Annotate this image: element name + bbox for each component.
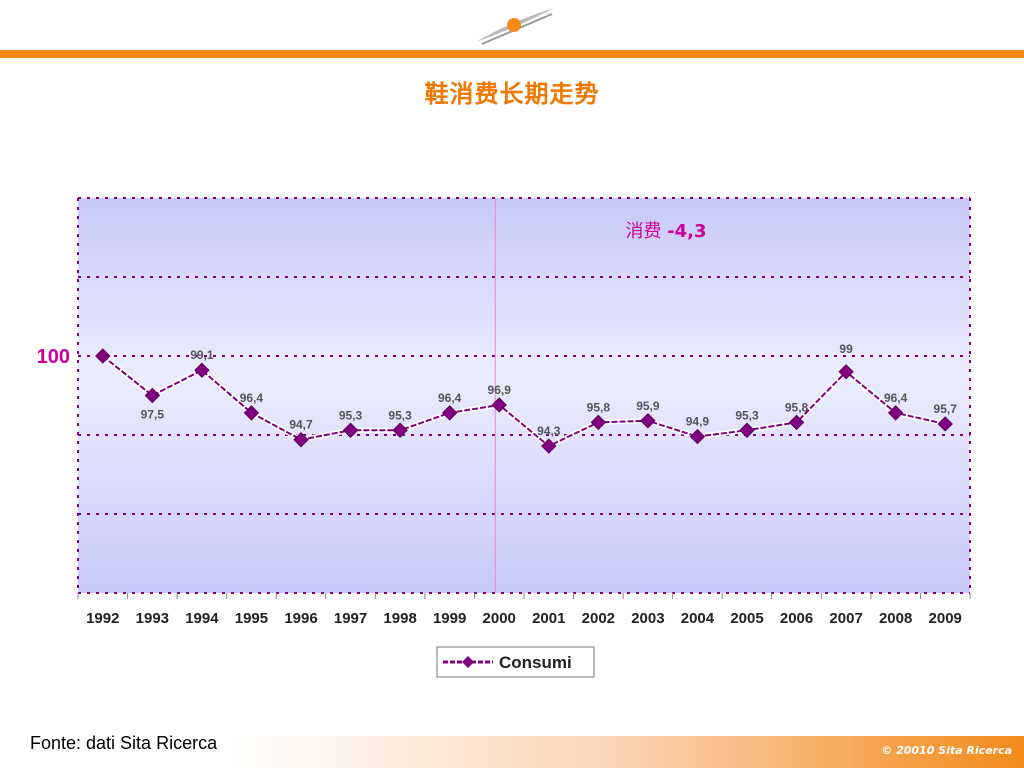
data-point-marker xyxy=(95,348,111,364)
data-point-marker xyxy=(293,432,309,448)
data-point-marker xyxy=(491,397,507,413)
change-annotation: 消费 -4,3 xyxy=(625,221,706,242)
plot-area xyxy=(78,198,970,593)
data-label: 96,9 xyxy=(488,383,512,397)
data-point-marker xyxy=(441,405,458,421)
data-label: 97,5 xyxy=(141,408,165,422)
x-tick-label: 2004 xyxy=(681,610,715,627)
data-label: 94,7 xyxy=(289,418,313,432)
data-point-marker xyxy=(788,414,805,431)
x-tick-label: 2005 xyxy=(730,610,763,627)
annotation-prefix: 消费 xyxy=(625,221,667,242)
legend-marker xyxy=(462,656,474,668)
company-logo xyxy=(476,8,554,45)
reference-label: 100 xyxy=(37,346,70,368)
data-label: 95,7 xyxy=(934,402,958,416)
data-point-marker xyxy=(194,362,210,378)
data-point-marker xyxy=(243,405,260,421)
data-point-marker xyxy=(640,413,656,429)
data-label: 95,3 xyxy=(339,408,363,422)
data-point-marker xyxy=(144,387,161,404)
x-tick-label: 1995 xyxy=(235,610,268,627)
x-tick-label: 2006 xyxy=(780,610,813,627)
data-point-marker xyxy=(392,422,408,438)
x-tick-label: 2009 xyxy=(929,610,962,627)
x-tick-label: 2000 xyxy=(483,610,516,627)
data-label: 95,3 xyxy=(735,408,759,422)
data-point-marker xyxy=(937,416,953,432)
copyright-notice: © 20010 Sita Ricerca xyxy=(881,744,1012,757)
x-tick-label: 1998 xyxy=(383,610,416,627)
data-point-marker xyxy=(689,428,706,445)
data-point-marker xyxy=(887,405,904,421)
data-label: 96,4 xyxy=(438,391,462,405)
data-point-marker xyxy=(838,364,854,380)
source-note: Fonte: dati Sita Ricerca xyxy=(30,733,218,753)
data-label: 94,9 xyxy=(686,415,710,429)
data-label: 96,4 xyxy=(884,391,908,405)
x-tick-label: 1999 xyxy=(433,610,466,627)
x-tick-label: 2008 xyxy=(879,610,912,627)
header-rule xyxy=(0,50,1024,58)
data-point-marker xyxy=(541,438,557,454)
x-tick-label: 2002 xyxy=(582,610,615,627)
data-label: 99,1 xyxy=(190,348,214,362)
line-chart: 1992 1993 1994 1995 1996 1997 1998 1999 2000 2001… xyxy=(37,197,971,678)
data-label: 95,9 xyxy=(636,399,660,413)
data-label: 96,4 xyxy=(240,391,264,405)
data-point-marker xyxy=(590,414,607,431)
x-tick-label: 1996 xyxy=(284,610,317,627)
data-label: 99 xyxy=(839,342,853,356)
data-label: 94,3 xyxy=(537,424,561,438)
x-tick-label: 2007 xyxy=(829,610,862,627)
data-label: 95,8 xyxy=(785,400,809,414)
legend-label: Consumi xyxy=(499,653,572,672)
annotation-value: -4,3 xyxy=(667,221,706,242)
x-tick-label: 1992 xyxy=(86,610,119,627)
data-point-marker xyxy=(739,422,755,438)
data-label: 95,3 xyxy=(388,408,412,422)
x-tick-label: 2003 xyxy=(631,610,664,627)
footer-band xyxy=(230,736,1024,768)
series-line xyxy=(102,355,946,448)
data-point-marker xyxy=(342,422,359,438)
x-tick-label: 1997 xyxy=(334,610,367,627)
slide-title: 鞋消费长期走势 xyxy=(424,80,600,108)
data-label: 95,8 xyxy=(587,400,611,414)
x-tick-label: 1994 xyxy=(185,610,219,627)
x-tick-label: 1993 xyxy=(136,610,169,627)
x-tick-label: 2001 xyxy=(532,610,565,627)
